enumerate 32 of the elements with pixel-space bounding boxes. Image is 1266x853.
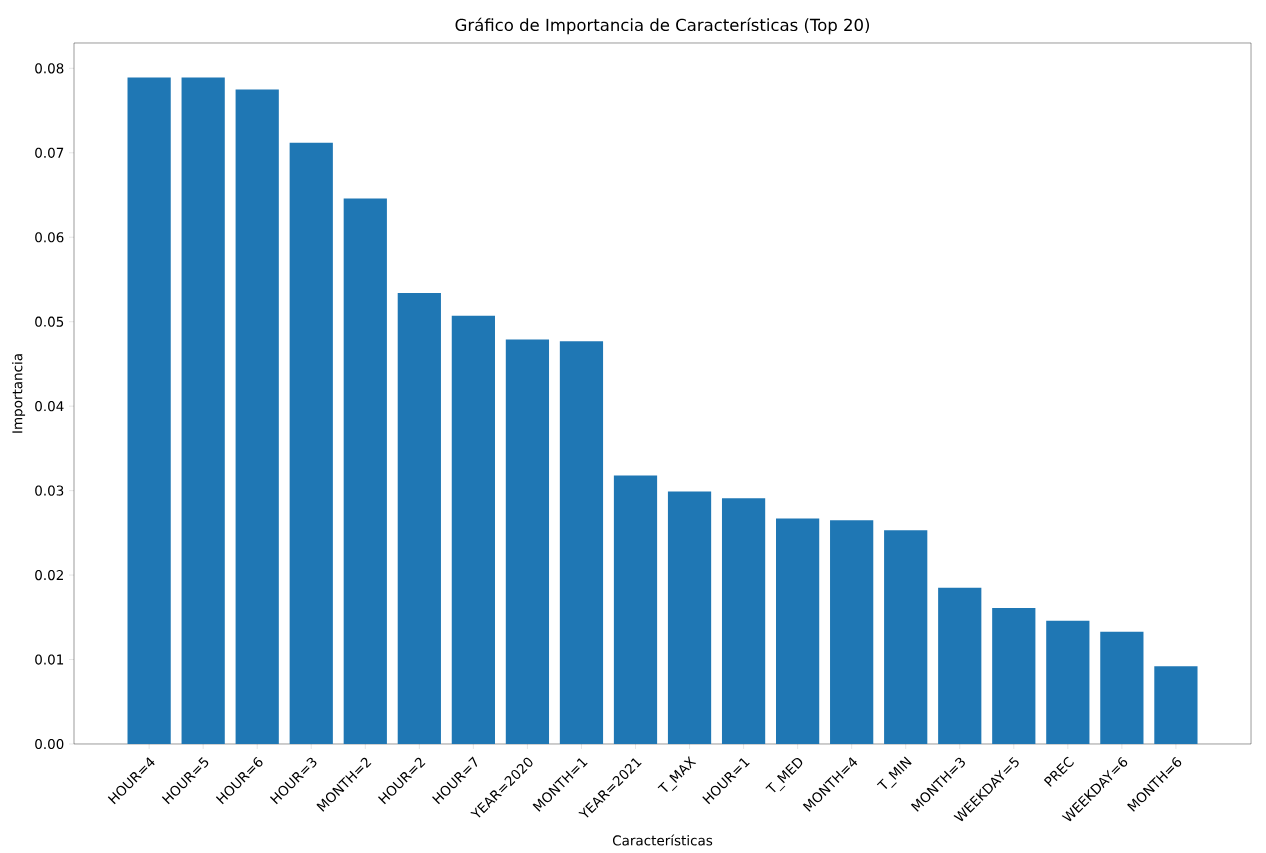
y-tick-label: 0.07 — [35, 147, 64, 158]
y-axis-title: Importancia — [12, 354, 26, 433]
y-tick-label: 0.01 — [35, 654, 64, 665]
bar — [721, 498, 766, 744]
y-tick-label: 0.08 — [35, 63, 64, 74]
bar — [613, 475, 658, 744]
bar — [667, 491, 712, 744]
bar — [776, 518, 820, 744]
bar — [992, 608, 1036, 744]
y-tick-label: 0.05 — [35, 316, 64, 327]
y-tick-label: 0.00 — [35, 738, 64, 750]
bar — [397, 292, 441, 744]
bar — [451, 315, 495, 744]
bar — [938, 587, 982, 744]
bar — [1046, 620, 1090, 744]
y-tick-label: 0.04 — [35, 401, 64, 412]
bar — [343, 198, 387, 744]
bar — [1100, 631, 1144, 744]
bar — [235, 89, 279, 744]
bar — [181, 77, 225, 744]
bar — [1154, 666, 1198, 744]
y-tick-label: 0.02 — [35, 569, 63, 581]
bar — [505, 339, 550, 744]
chart-title: Gráfico de Importancia de Características (Top 20) — [455, 17, 870, 35]
x-axis-title: Características — [612, 834, 713, 846]
bar — [289, 142, 333, 744]
bar — [127, 77, 171, 744]
bar — [559, 341, 604, 744]
y-tick-label: 0.06 — [35, 232, 64, 243]
y-tick-label: 0.03 — [35, 485, 64, 496]
bar — [830, 520, 874, 744]
bar — [884, 530, 928, 744]
